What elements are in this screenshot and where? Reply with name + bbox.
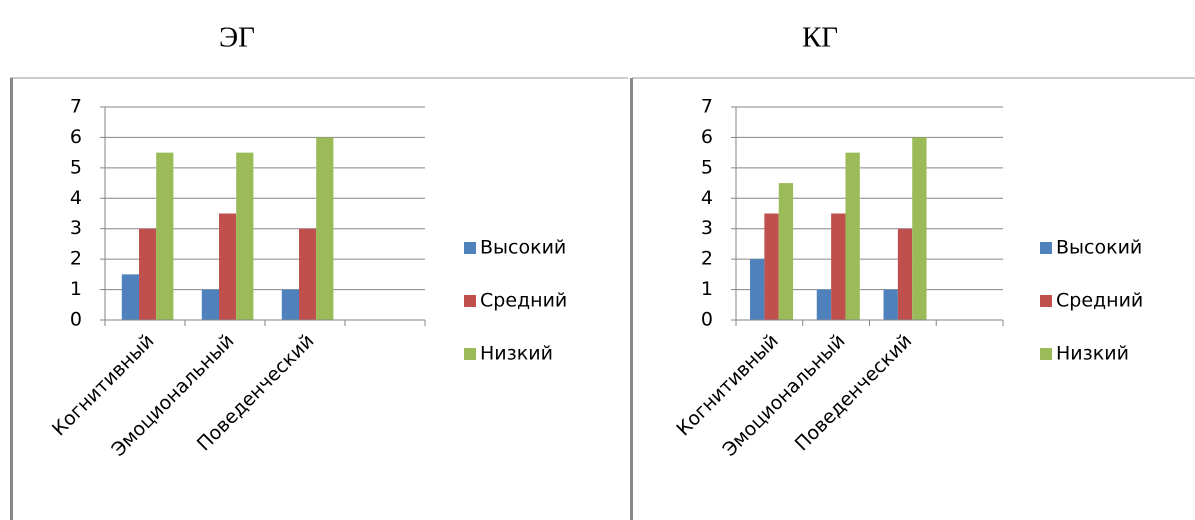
chart-title: КГ bbox=[802, 22, 838, 54]
y-tick-label: 6 bbox=[701, 126, 713, 148]
legend-swatch bbox=[464, 348, 476, 360]
y-tick-label: 4 bbox=[70, 187, 82, 209]
y-tick-label: 0 bbox=[701, 309, 713, 331]
bar bbox=[778, 183, 794, 320]
legend-label: Высокий bbox=[480, 237, 566, 259]
legend-label: Средний bbox=[1056, 290, 1143, 312]
bar bbox=[156, 152, 174, 320]
y-tick-label: 7 bbox=[701, 96, 713, 118]
y-tick-label: 5 bbox=[701, 156, 713, 178]
legend-swatch bbox=[1040, 242, 1052, 254]
y-tick-label: 5 bbox=[70, 156, 82, 178]
bar bbox=[845, 152, 860, 320]
chart-title: ЭГ bbox=[219, 22, 255, 54]
bar bbox=[281, 289, 299, 320]
legend-swatch bbox=[464, 242, 476, 254]
bar bbox=[883, 289, 898, 320]
bar bbox=[121, 274, 139, 320]
x-tick-label: Поведенческий bbox=[791, 330, 917, 456]
bar bbox=[201, 289, 219, 320]
y-tick-label: 1 bbox=[701, 278, 713, 300]
legend-swatch bbox=[1040, 348, 1052, 360]
bar bbox=[764, 213, 779, 320]
y-tick-label: 3 bbox=[701, 217, 713, 239]
y-tick-label: 2 bbox=[70, 248, 82, 270]
y-tick-label: 6 bbox=[70, 126, 82, 148]
bar bbox=[897, 228, 913, 320]
x-tick-label: Эмоциональный bbox=[719, 330, 850, 461]
bar bbox=[219, 213, 237, 320]
y-tick-label: 0 bbox=[70, 309, 82, 331]
y-tick-label: 2 bbox=[701, 248, 713, 270]
y-tick-label: 1 bbox=[70, 278, 82, 300]
bar bbox=[139, 228, 157, 320]
bar bbox=[912, 137, 927, 320]
bar bbox=[816, 289, 832, 320]
legend-label: Средний bbox=[480, 290, 567, 312]
bar bbox=[236, 152, 254, 320]
legend-label: Низкий bbox=[480, 343, 553, 365]
legend-label: Высокий bbox=[1056, 237, 1142, 259]
bar bbox=[750, 259, 765, 320]
legend-swatch bbox=[464, 295, 476, 307]
y-tick-label: 4 bbox=[701, 187, 713, 209]
bar bbox=[831, 213, 846, 320]
y-tick-label: 3 bbox=[70, 217, 82, 239]
bar bbox=[316, 137, 334, 320]
bar bbox=[299, 228, 317, 320]
legend-swatch bbox=[1040, 295, 1052, 307]
y-tick-label: 7 bbox=[70, 96, 82, 118]
legend-label: Низкий bbox=[1056, 343, 1129, 365]
